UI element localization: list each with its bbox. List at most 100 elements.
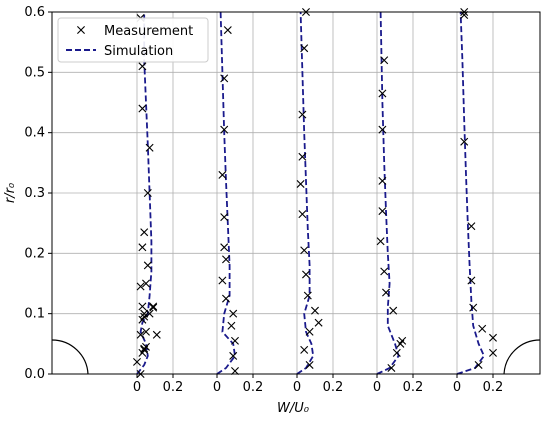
- measurement-point: [231, 336, 239, 345]
- measurement-point: [223, 26, 232, 35]
- measurement-point: [474, 360, 483, 369]
- measurement-point: [460, 11, 469, 20]
- measurement-point: [142, 342, 150, 351]
- y-tick-label: 0.2: [24, 246, 45, 261]
- x-tick-label: 0: [453, 380, 461, 395]
- measurement-point: [218, 276, 227, 285]
- y-tick-label: 0.5: [24, 65, 45, 80]
- measurement-point: [133, 357, 141, 366]
- measurement-point: [389, 306, 398, 315]
- measurement-point: [143, 189, 152, 197]
- measurement-point: [140, 312, 149, 321]
- measurement-point: [229, 309, 238, 318]
- legend-label-measurement: Measurement: [104, 24, 193, 39]
- legend-measurement-marker: [77, 26, 85, 34]
- measurement-point: [305, 327, 314, 336]
- x-tick-label: 0: [133, 380, 141, 395]
- measurement-point: [398, 336, 407, 345]
- measurement-point: [298, 210, 307, 219]
- measurement-point: [227, 321, 236, 330]
- legend-label-simulation: Simulation: [104, 44, 173, 59]
- measurement-point: [298, 110, 307, 119]
- measurement-point: [378, 207, 387, 216]
- measurement-point: [392, 348, 401, 357]
- measurement-point: [143, 261, 152, 270]
- y-axis-ticks: 0.0 0.1 0.2 0.3 0.4 0.5 0.6: [24, 5, 52, 382]
- measurement-point: [300, 44, 309, 53]
- grid-lines: [52, 11, 540, 375]
- measurement-point: [478, 324, 487, 333]
- y-tick-label: 0.6: [24, 5, 45, 20]
- x-axis-label: W/U₀: [277, 401, 310, 416]
- right-corner-arc: [503, 339, 541, 375]
- measurement-point: [300, 345, 309, 354]
- measurement-point: [302, 270, 310, 279]
- measurement-point: [145, 143, 154, 152]
- measurement-point: [138, 104, 147, 113]
- measurement-point: [152, 330, 161, 339]
- x-tick-label: 0.2: [243, 380, 264, 395]
- left-corner-arc: [51, 339, 89, 375]
- measurement-point: [220, 125, 229, 134]
- x-tick-label: 0: [373, 380, 381, 395]
- measurement-point: [136, 282, 145, 291]
- x-tick-label: 0: [213, 380, 221, 395]
- measurement-point: [220, 213, 229, 222]
- measurement-point: [387, 363, 396, 372]
- corner-arcs: [51, 339, 541, 375]
- measurement-point: [467, 276, 476, 285]
- measurement-point: [467, 222, 476, 231]
- measurement-point: [149, 302, 158, 311]
- measurement-point: [136, 330, 145, 339]
- measurement-point: [305, 360, 314, 369]
- measurement-point: [222, 255, 230, 264]
- measurement-point: [222, 294, 230, 303]
- legend: Measurement Simulation: [57, 17, 209, 63]
- measurement-point: [229, 351, 238, 360]
- measurement-point: [142, 327, 150, 336]
- y-axis-label: r/r₀: [3, 182, 18, 203]
- x-tick-label: 0.2: [323, 380, 344, 395]
- measurement-point: [218, 170, 227, 179]
- measurement-point: [142, 279, 150, 288]
- measurement-point: [469, 303, 478, 312]
- measurement-point: [380, 267, 389, 276]
- measurement-point: [314, 318, 323, 327]
- measurement-point: [311, 306, 319, 315]
- x-tick-label: 0.2: [403, 380, 424, 395]
- measurement-point: [460, 137, 469, 146]
- x-axis-ticks: 0 0.2 0 0.2 0 0.2 0 0.2 0 0.2: [133, 374, 503, 395]
- x-tick-label: 0.2: [163, 380, 184, 395]
- measurement-point: [138, 62, 147, 71]
- y-tick-label: 0.0: [24, 367, 45, 382]
- measurement-point: [489, 333, 497, 342]
- measurement-point: [378, 176, 387, 185]
- measurement-markers: [133, 8, 497, 378]
- measurement-point: [303, 291, 312, 300]
- measurement-point: [77, 26, 85, 34]
- measurement-point: [298, 152, 307, 161]
- measurement-point: [145, 309, 154, 318]
- measurement-point: [300, 246, 309, 255]
- measurement-point: [378, 125, 387, 134]
- measurement-point: [296, 179, 305, 188]
- measurement-point: [378, 89, 387, 98]
- x-tick-label: 0: [293, 380, 301, 395]
- y-tick-label: 0.3: [24, 186, 45, 201]
- y-tick-label: 0.4: [24, 126, 45, 141]
- simulation-line: [136, 12, 153, 375]
- measurement-point: [138, 243, 147, 252]
- measurement-point: [380, 56, 389, 65]
- measurement-point: [140, 228, 149, 237]
- measurement-point: [231, 366, 239, 375]
- measurement-point: [138, 302, 147, 311]
- simulation-line: [456, 11, 486, 375]
- measurement-point: [220, 243, 229, 252]
- measurement-point: [489, 348, 497, 357]
- y-tick-label: 0.1: [24, 307, 45, 322]
- measurement-point: [376, 237, 385, 246]
- x-tick-label: 0.2: [483, 380, 504, 395]
- measurement-point: [382, 288, 390, 297]
- measurement-point: [220, 74, 229, 83]
